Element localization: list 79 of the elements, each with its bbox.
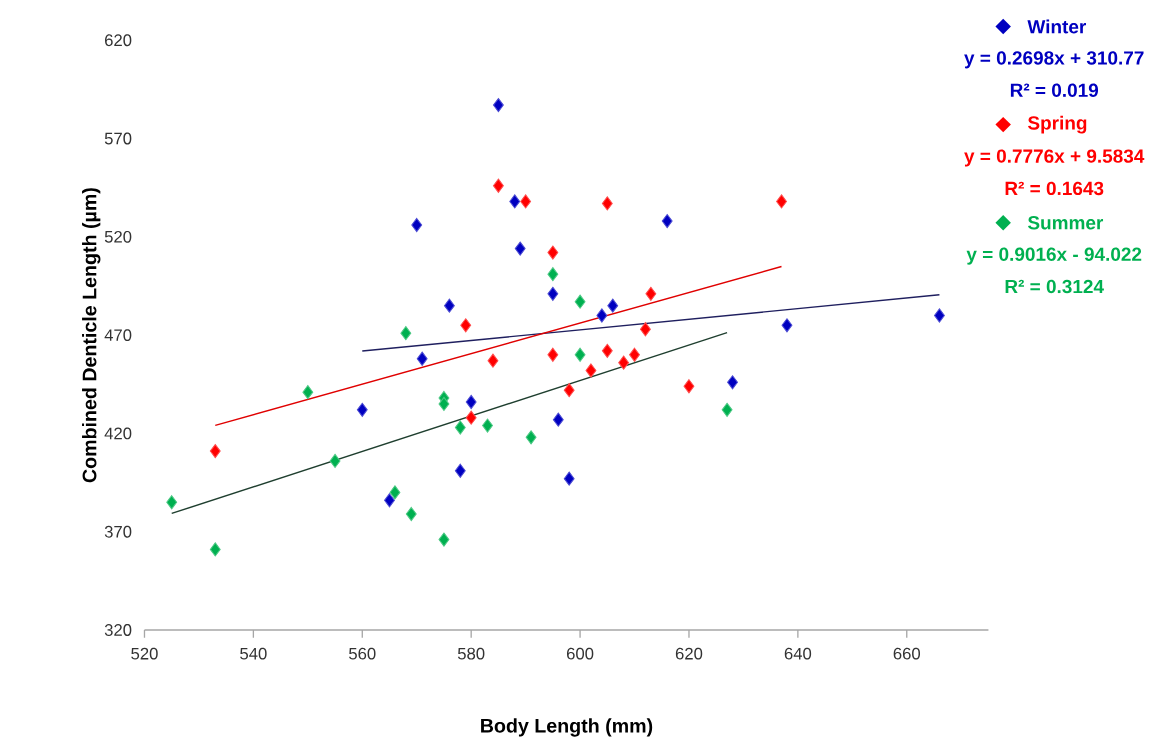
point [547,286,559,301]
point [585,363,597,378]
point [727,375,738,390]
point [574,347,586,362]
point [639,322,651,337]
point [454,463,466,478]
point [781,318,793,333]
point [525,430,537,445]
point [400,326,412,341]
point [465,410,477,425]
annotation: y = 0.7776x + 9.5834 [964,149,1145,167]
point [209,444,221,459]
point [411,217,423,233]
point [482,418,493,433]
point [454,420,466,435]
point [934,308,945,323]
point [601,343,613,358]
x-tick-label: 600 [567,647,594,660]
point [356,402,368,417]
point [601,196,613,211]
point [209,542,221,557]
point [438,532,450,547]
point [166,495,178,510]
point [416,351,428,366]
point [509,194,521,209]
point [384,493,395,508]
point [629,347,640,362]
point [552,412,564,427]
point [645,286,657,301]
y-tick-label: 320 [104,624,132,636]
point [661,214,673,229]
point [329,453,341,469]
text: R² = 0.019 [1010,83,1099,97]
y-tick-label: 370 [104,525,132,538]
point [776,194,787,209]
point [438,396,450,412]
point [389,485,401,500]
x-tick-label: 640 [784,647,812,660]
y-tick-label: 470 [104,329,132,342]
point [405,506,417,522]
legend-label: Winter [1027,19,1087,34]
x-tick-label: 560 [349,647,376,660]
point [547,245,559,260]
point [596,308,608,323]
annotation: y = 0.2698x + 310.77 [964,51,1144,69]
text: R² = 0.3124 [1005,279,1104,294]
point [520,194,532,209]
point [683,379,695,394]
point [443,298,455,313]
x-tick-label: 520 [131,647,158,660]
y-tick-label: 520 [104,230,132,243]
text: R² = 0.1643 [1005,181,1104,196]
x-tick-label: 540 [240,647,267,660]
point [618,355,630,370]
annotation: y = 0.9016x - 94.022 [966,247,1142,265]
point [514,241,526,256]
point [492,98,504,113]
y-tick-label: 620 [105,34,132,47]
point [460,318,472,333]
point [302,385,314,400]
point [607,298,619,313]
point [721,402,733,417]
legend-label: Spring [1027,115,1087,134]
y-tick-label: 420 [104,427,132,440]
point [487,353,499,368]
y-axis-title: Combined Denticle Length (µm) [82,188,101,483]
point [547,347,559,362]
point [492,178,504,193]
x-tick-label: 620 [675,647,703,660]
legend-label: Summer [1027,216,1104,230]
point [547,267,559,282]
point [465,394,477,410]
point [563,471,575,486]
x-tick-label: 660 [893,647,921,660]
y-tick-label: 570 [104,132,132,145]
x-axis-title: Body Length (mm) [481,718,653,737]
x-tick-label: 580 [457,647,485,660]
point [563,383,575,398]
point [574,294,586,309]
